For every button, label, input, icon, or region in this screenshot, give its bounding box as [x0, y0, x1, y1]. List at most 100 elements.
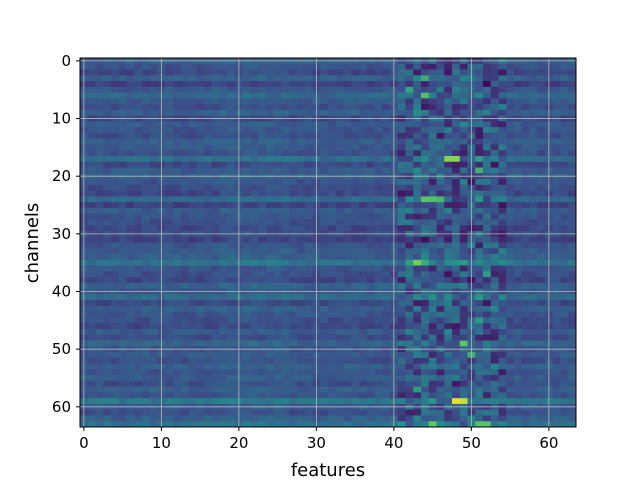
- heatmap-cell: [568, 352, 577, 359]
- heatmap-cell: [521, 352, 530, 359]
- heatmap-cell: [359, 109, 368, 117]
- heatmap-cell: [273, 317, 282, 324]
- heatmap-cell: [506, 392, 515, 399]
- heatmap-cell: [134, 271, 143, 278]
- heatmap-cell: [188, 398, 197, 405]
- heatmap-cell: [180, 259, 189, 266]
- heatmap-cell: [126, 317, 135, 324]
- heatmap-cell: [490, 161, 499, 168]
- heatmap-cell: [521, 328, 530, 336]
- heatmap-cell: [328, 363, 337, 370]
- heatmap-cell: [483, 311, 492, 318]
- heatmap-cell: [421, 254, 430, 261]
- heatmap-cell: [250, 63, 259, 70]
- heatmap-cell: [266, 415, 275, 422]
- heatmap-cell: [304, 328, 313, 336]
- heatmap-cell: [219, 282, 228, 290]
- heatmap-cell: [444, 156, 453, 163]
- heatmap-cell: [126, 300, 135, 307]
- heatmap-cell: [444, 75, 453, 82]
- heatmap-cell: [382, 213, 391, 220]
- heatmap-cell: [568, 75, 577, 82]
- heatmap-cell: [227, 236, 236, 243]
- heatmap-cell: [219, 92, 228, 99]
- heatmap-cell: [374, 242, 383, 249]
- heatmap-cell: [537, 161, 546, 168]
- heatmap-cell: [568, 150, 577, 157]
- heatmap-cell: [560, 305, 569, 313]
- heatmap-cell: [490, 132, 499, 140]
- heatmap-cell: [335, 138, 344, 145]
- heatmap-cell: [514, 271, 523, 278]
- heatmap-cell: [568, 104, 577, 111]
- heatmap-cell: [289, 236, 298, 243]
- heatmap-cell: [452, 144, 461, 151]
- heatmap-cell: [250, 156, 259, 163]
- heatmap-cell: [196, 219, 205, 226]
- heatmap-cell: [250, 317, 259, 324]
- heatmap-cell: [514, 340, 523, 347]
- heatmap-cell: [483, 219, 492, 226]
- heatmap-cell: [521, 127, 530, 134]
- heatmap-cell: [320, 311, 329, 318]
- heatmap-cell: [335, 242, 344, 249]
- heatmap-cell: [211, 248, 220, 255]
- heatmap-cell: [180, 357, 189, 364]
- heatmap-cell: [498, 409, 507, 416]
- heatmap-cell: [258, 150, 267, 157]
- heatmap-cell: [320, 196, 329, 203]
- heatmap-cell: [568, 323, 577, 330]
- heatmap-cell: [134, 409, 143, 416]
- heatmap-cell: [250, 392, 259, 399]
- heatmap-cell: [111, 328, 120, 336]
- heatmap-cell: [242, 248, 251, 255]
- heatmap-cell: [475, 81, 484, 88]
- heatmap-cell: [126, 259, 135, 266]
- heatmap-cell: [289, 81, 298, 88]
- heatmap-cell: [560, 259, 569, 266]
- heatmap-cell: [95, 392, 104, 399]
- heatmap-cell: [568, 300, 577, 307]
- heatmap-cell: [498, 305, 507, 313]
- heatmap-cell: [328, 340, 337, 347]
- heatmap-cell: [552, 305, 561, 313]
- heatmap-cell: [250, 69, 259, 76]
- heatmap-cell: [343, 305, 352, 313]
- heatmap-cell: [444, 282, 453, 290]
- heatmap-cell: [521, 375, 530, 382]
- heatmap-cell: [297, 317, 306, 324]
- heatmap-cell: [529, 352, 538, 359]
- heatmap-cell: [266, 167, 275, 174]
- heatmap-cell: [537, 323, 546, 330]
- heatmap-cell: [359, 357, 368, 364]
- heatmap-cell: [351, 207, 360, 215]
- heatmap-cell: [490, 334, 499, 341]
- heatmap-cell: [266, 357, 275, 364]
- heatmap-cell: [343, 156, 352, 163]
- heatmap-cell: [343, 196, 352, 203]
- heatmap-cell: [188, 179, 197, 186]
- heatmap-cell: [188, 282, 197, 290]
- heatmap-cell: [95, 277, 104, 284]
- heatmap-cell: [521, 69, 530, 76]
- heatmap-cell: [273, 305, 282, 313]
- heatmap-cell: [444, 369, 453, 376]
- heatmap-cell: [258, 352, 267, 359]
- heatmap-cell: [211, 196, 220, 203]
- heatmap-cell: [560, 179, 569, 186]
- heatmap-cell: [552, 219, 561, 226]
- heatmap-cell: [297, 75, 306, 82]
- heatmap-cell: [180, 144, 189, 151]
- heatmap-cell: [374, 132, 383, 140]
- heatmap-cell: [273, 86, 282, 93]
- heatmap-cell: [204, 352, 213, 359]
- heatmap-cell: [405, 415, 414, 422]
- heatmap-cell: [436, 254, 445, 261]
- heatmap-cell: [490, 92, 499, 99]
- heatmap-cell: [351, 150, 360, 157]
- heatmap-cell: [126, 294, 135, 301]
- heatmap-cell: [266, 144, 275, 151]
- heatmap-cell: [335, 369, 344, 376]
- heatmap-cell: [273, 392, 282, 399]
- x-axis-label: features: [291, 460, 365, 480]
